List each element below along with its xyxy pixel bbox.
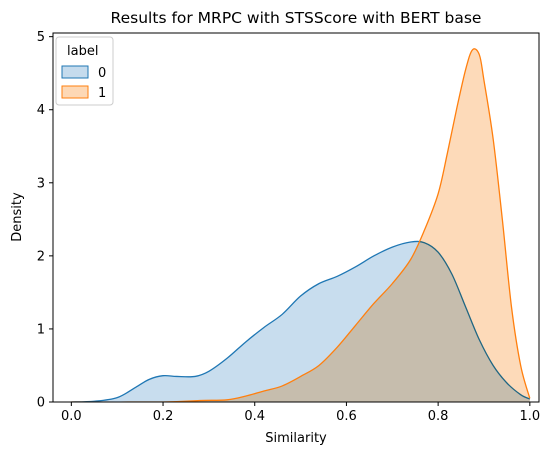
x-tick-label: 0.0 — [61, 409, 82, 424]
y-tick-label: 5 — [37, 30, 45, 45]
legend-label-0: 0 — [98, 66, 106, 81]
y-tick-label: 3 — [37, 176, 45, 191]
x-axis-label: Similarity — [265, 431, 327, 446]
series-1-area — [71, 48, 530, 402]
chart-title: Results for MRPC with STSScore with BERT… — [111, 9, 482, 27]
legend-title: label — [67, 44, 98, 59]
legend: label 0 1 — [55, 36, 114, 106]
y-axis-label: Density — [10, 192, 25, 242]
x-tick-label: 0.8 — [428, 409, 449, 424]
y-tick-label: 1 — [37, 322, 45, 337]
legend-label-1: 1 — [98, 86, 106, 101]
y-tick-label: 4 — [37, 103, 45, 118]
x-tick-label: 0.2 — [153, 409, 174, 424]
y-axis: 0 1 2 3 4 5 — [37, 30, 53, 411]
series-layer — [71, 48, 531, 402]
legend-swatch-1 — [61, 85, 89, 99]
x-tick-label: 0.6 — [336, 409, 357, 424]
series-1-line — [71, 48, 531, 402]
axes-frame — [52, 32, 540, 403]
y-tick-label: 0 — [37, 396, 45, 411]
x-tick-label: 0.4 — [244, 409, 265, 424]
x-tick-label: 1.0 — [519, 409, 540, 424]
y-tick-label: 2 — [37, 249, 45, 264]
plot-area — [71, 48, 531, 402]
legend-swatch-0 — [61, 65, 89, 79]
x-axis: 0.0 0.2 0.4 0.6 0.8 1.0 — [61, 402, 540, 424]
